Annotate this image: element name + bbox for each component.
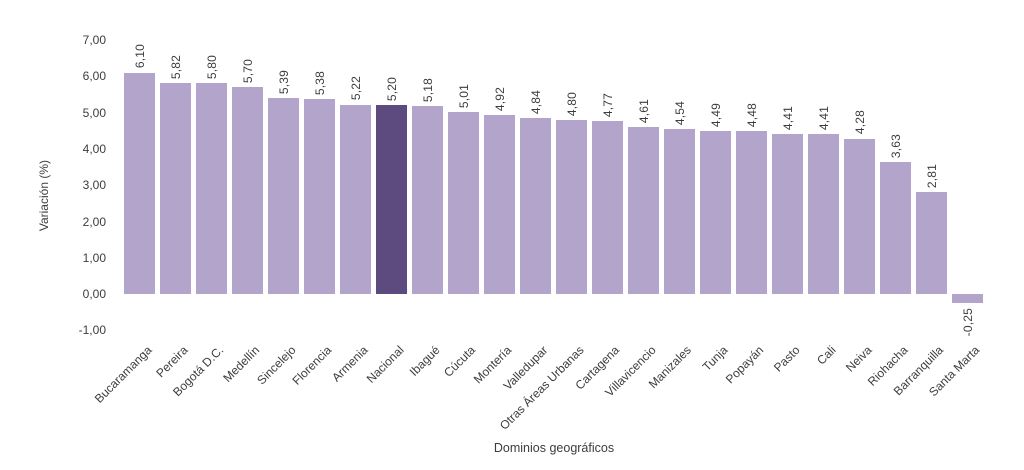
bar-value-label: 2,81 bbox=[924, 163, 939, 188]
x-category-label: Pasto bbox=[770, 343, 803, 375]
bar-value-label: 5,01 bbox=[456, 83, 471, 109]
bar-florencia bbox=[304, 98, 335, 294]
bar-value-label: 3,63 bbox=[888, 134, 903, 159]
y-tick-label: 7,00 bbox=[82, 33, 106, 47]
y-tick-label: 0,00 bbox=[82, 287, 106, 302]
bar-pasto bbox=[772, 133, 803, 294]
bar-armenia bbox=[340, 104, 371, 294]
x-category-label: Bucaramanga bbox=[91, 343, 155, 406]
bar-bogota-d-c bbox=[196, 83, 227, 294]
bar-barranquilla bbox=[916, 191, 947, 294]
bar-pereira bbox=[160, 82, 191, 294]
bar-value-label: 4,49 bbox=[708, 102, 723, 128]
bar-santa-marta bbox=[952, 294, 983, 304]
y-tick-label: 2,00 bbox=[82, 214, 106, 229]
x-category-label: Nacional bbox=[363, 343, 407, 386]
y-tick-label: 3,00 bbox=[82, 178, 106, 193]
bar-value-label: 4,61 bbox=[636, 98, 651, 123]
bar-riohacha bbox=[880, 162, 911, 294]
y-tick-label: 4,00 bbox=[82, 141, 106, 156]
bar-cucuta bbox=[448, 112, 479, 294]
bar-popayan bbox=[736, 131, 767, 294]
bar-sincelejo bbox=[268, 98, 299, 294]
bar-value-label: 5,20 bbox=[384, 77, 399, 102]
bar-value-label: 4,41 bbox=[780, 105, 795, 130]
bar-neiva bbox=[844, 138, 875, 294]
bar-value-label: 5,80 bbox=[204, 55, 219, 80]
bar-value-label: 6,10 bbox=[132, 44, 147, 69]
bar-cali bbox=[808, 133, 839, 294]
bar-ibague bbox=[412, 105, 443, 294]
y-tick-label: 5,00 bbox=[82, 105, 106, 120]
bar-manizales bbox=[664, 129, 695, 294]
bar-medellin bbox=[232, 87, 263, 294]
x-category-label: Popayán bbox=[723, 343, 767, 387]
bar-value-label: 5,39 bbox=[276, 70, 291, 95]
bar-value-label: 4,80 bbox=[564, 91, 579, 116]
bar-nacional bbox=[376, 105, 407, 294]
x-category-label: Armenia bbox=[328, 343, 371, 385]
x-category-label: Ibagué bbox=[406, 343, 443, 379]
bar-value-label: 4,77 bbox=[600, 92, 615, 117]
bar-value-label: -0,25 bbox=[960, 308, 975, 337]
bar-value-label: 5,22 bbox=[348, 76, 363, 101]
bar-value-label: 4,41 bbox=[816, 105, 831, 130]
y-tick-label: 1,00 bbox=[82, 250, 106, 265]
bar-value-label: 5,82 bbox=[168, 54, 183, 79]
x-axis-title: Dominios geográficos bbox=[493, 441, 615, 455]
bar-value-label: 4,28 bbox=[852, 110, 867, 135]
bar-value-label: 5,70 bbox=[240, 58, 255, 84]
bar-monteria bbox=[484, 115, 515, 294]
x-category-label: Tunja bbox=[699, 343, 731, 374]
bar-valledupar bbox=[520, 118, 551, 294]
y-tick-label: -1,00 bbox=[78, 323, 106, 338]
bar-cartagena bbox=[592, 120, 623, 294]
bar-value-label: 4,92 bbox=[492, 87, 507, 112]
bar-tunja bbox=[700, 131, 731, 294]
bar-value-label: 5,18 bbox=[420, 77, 435, 102]
bar-value-label: 4,48 bbox=[744, 103, 759, 128]
bar-bucaramanga bbox=[124, 72, 155, 294]
bar-value-label: 4,54 bbox=[672, 101, 687, 126]
x-category-label: Neiva bbox=[842, 343, 875, 375]
x-category-label: Cali bbox=[813, 343, 839, 368]
y-tick-label: 6,00 bbox=[82, 69, 106, 84]
bar-villavicencio bbox=[628, 126, 659, 294]
bar-otras-areas-urbanas bbox=[556, 119, 587, 294]
bar-value-label: 4,84 bbox=[528, 90, 543, 115]
bar-value-label: 5,38 bbox=[312, 70, 327, 95]
